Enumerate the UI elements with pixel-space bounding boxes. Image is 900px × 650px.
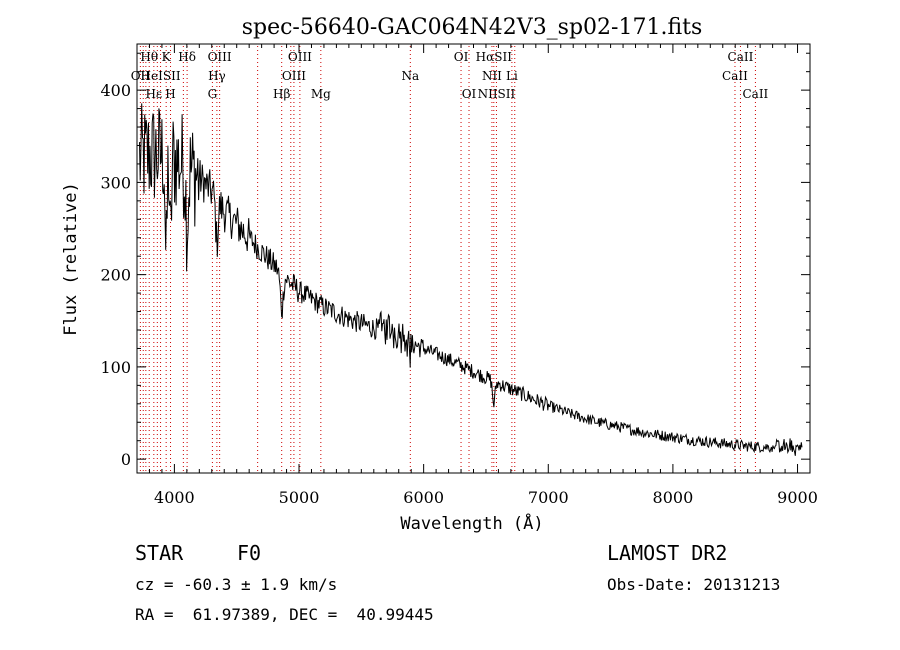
spectral-line-label: K [162,50,172,64]
flux-series [139,103,803,456]
y-tick-label: 400 [100,81,131,100]
spectral-line-label: Li [506,69,518,83]
spectral-line-label: OIII [282,69,306,83]
spectral-line-label: Hδ [178,50,196,64]
spectral-line-label: CaII [728,50,754,64]
spectral-line-label: Hγ [208,69,226,83]
x-tick-label: 6000 [403,488,444,507]
spectral-line-label: CaII [742,87,768,101]
y-axis-label: Flux (relative) [61,182,81,336]
x-tick-label: 8000 [653,488,694,507]
flux-line [139,103,803,456]
spectral-line-label: NIISII [478,87,516,101]
x-axis-label: Wavelength (Å) [400,512,543,534]
y-tick-label: 200 [100,266,131,285]
spectral-line-label: Hβ [273,87,290,101]
coordinates: RA = 61.97389, DEC = 40.99445 [135,605,434,624]
x-tick-label: 9000 [777,488,818,507]
spectral-line-label: OII [131,69,151,83]
spectral-line-label: Hε [145,87,162,101]
spectral-line-label: OIII [288,50,312,64]
spectral-line-label: HαSII [476,50,513,64]
survey-name: LAMOST DR2 [607,541,728,565]
x-tick-label: 7000 [528,488,569,507]
spectral-line-label: Na [401,69,419,83]
chart-title: spec-56640-GAC064N42V3_sp02-171.fits [242,15,703,40]
spectral-line-label: OI [454,50,469,64]
plot-frame [136,43,811,474]
y-tick-label: 100 [100,358,131,377]
spectral-line-label: Mg [311,87,331,101]
spectral-line-label: H [165,87,175,101]
redshift-text: cz = -60.3 ± 1.9 km/s [135,575,338,594]
x-tick-label: 4000 [154,488,195,507]
spectral-line-label: G [208,87,218,101]
x-tick-label: 5000 [279,488,320,507]
y-tick-label: 300 [100,173,131,192]
axes: 4000 5000 6000 7000 8000 9000 0 100 200 300 400 [100,44,818,507]
spectral-line-label: CaII [722,69,748,83]
spectral-line-label: OI [462,87,477,101]
y-tick-label: 0 [121,450,131,469]
object-class: STAR [135,541,184,565]
spectral-line-label: Hθ [140,50,158,64]
obs-date: Obs-Date: 20131213 [607,575,781,594]
spectral-line-label: NII [482,69,502,83]
spectral-line-label: HeISII [141,69,181,83]
object-subclass: F0 [237,541,262,565]
spectral-line-label: OIII [208,50,232,64]
